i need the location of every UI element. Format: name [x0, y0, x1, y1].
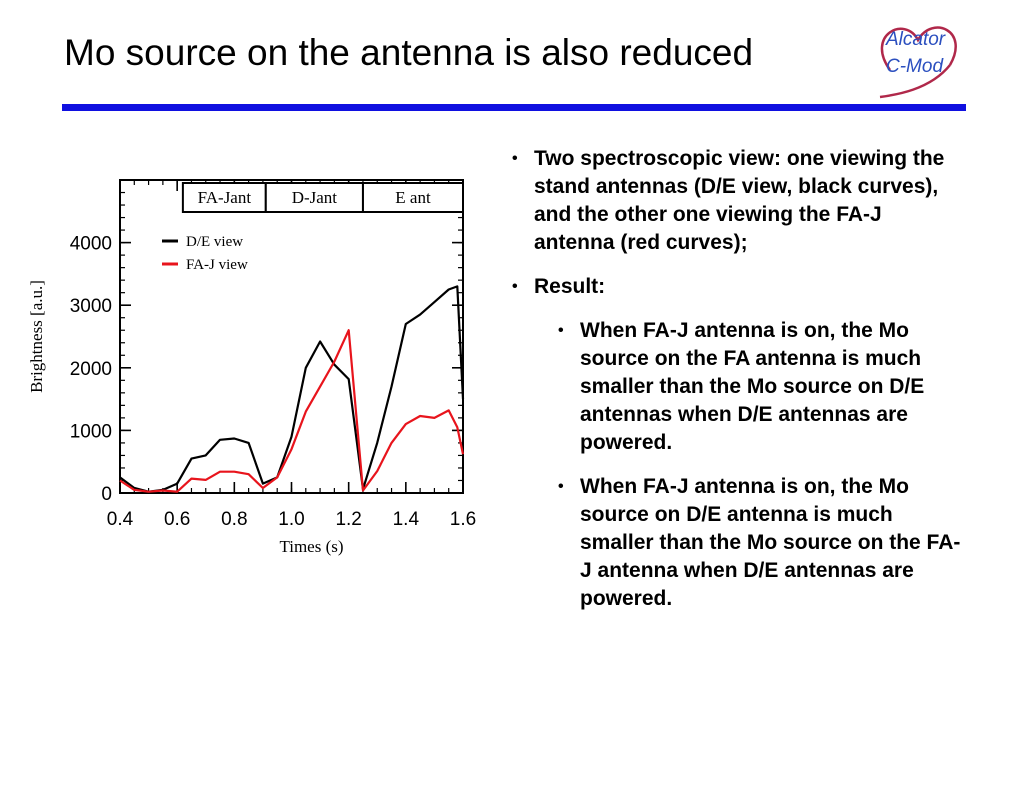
sub-bullet-text: When FA-J antenna is on, the Mo source o… — [580, 475, 961, 610]
legend-label: FA-J view — [186, 257, 248, 273]
y-tick-label: 3000 — [70, 296, 112, 317]
plot-frame — [119, 179, 464, 494]
legend-label: D/E view — [186, 234, 243, 250]
y-tick-label: 4000 — [70, 234, 112, 255]
title-divider — [62, 104, 966, 111]
heart-outline — [880, 26, 957, 71]
bullet-text: Two spectroscopic view: one viewing the … — [534, 147, 945, 254]
antenna-box-label: FA-Jant — [198, 188, 252, 207]
logo-text-alcator: Alcator — [886, 29, 946, 50]
bullet-list: • Two spectroscopic view: one viewing th… — [512, 145, 962, 629]
slide-title: Mo source on the antenna is also reduced — [64, 32, 754, 73]
y-tick-label: 2000 — [70, 359, 112, 380]
series-line-faj-view — [119, 329, 465, 493]
sub-bullet-item: • When FA-J antenna is on, the Mo source… — [558, 317, 962, 457]
x-tick-label: 1.4 — [393, 509, 420, 530]
x-axis-label: Times (s) — [279, 537, 343, 556]
y-tick-label: 0 — [101, 484, 112, 505]
x-tick-label: 0.8 — [221, 509, 247, 530]
bullet-dot: • — [512, 278, 518, 295]
x-tick-label: 1.0 — [278, 509, 304, 530]
x-tick-label: 0.4 — [107, 509, 134, 530]
x-tick-label: 0.6 — [164, 509, 190, 530]
antenna-box — [361, 182, 465, 213]
antenna-box — [264, 182, 364, 213]
y-axis-label: Brightness [a.u.] — [27, 280, 46, 393]
y-tick-label: 1000 — [70, 421, 112, 442]
heart-tail — [879, 64, 951, 99]
antenna-box-label: E ant — [395, 188, 431, 207]
x-tick-label: 1.2 — [335, 509, 361, 530]
sub-bullet-text: When FA-J antenna is on, the Mo source o… — [580, 319, 925, 454]
bullet-dot: • — [558, 322, 564, 339]
bullet-item: • Two spectroscopic view: one viewing th… — [512, 145, 962, 257]
bullet-dot: • — [512, 150, 518, 167]
bullet-item: • Result: — [512, 273, 962, 301]
x-tick-label: 1.6 — [450, 509, 476, 530]
series-line-de-view — [119, 285, 465, 493]
bullet-text: Result: — [534, 275, 606, 298]
sub-bullet-item: • When FA-J antenna is on, the Mo source… — [558, 473, 962, 613]
bullet-dot: • — [558, 478, 564, 495]
brightness-chart: 0.4 0.6 0.8 1.0 1.2 1.4 1.6 0 1000 2000 3000 4000 Ti… — [27, 179, 476, 556]
antenna-box-label: D-Jant — [292, 188, 338, 207]
alcator-heart-icon — [879, 26, 957, 99]
logo-text-cmod: C-Mod — [886, 56, 944, 77]
